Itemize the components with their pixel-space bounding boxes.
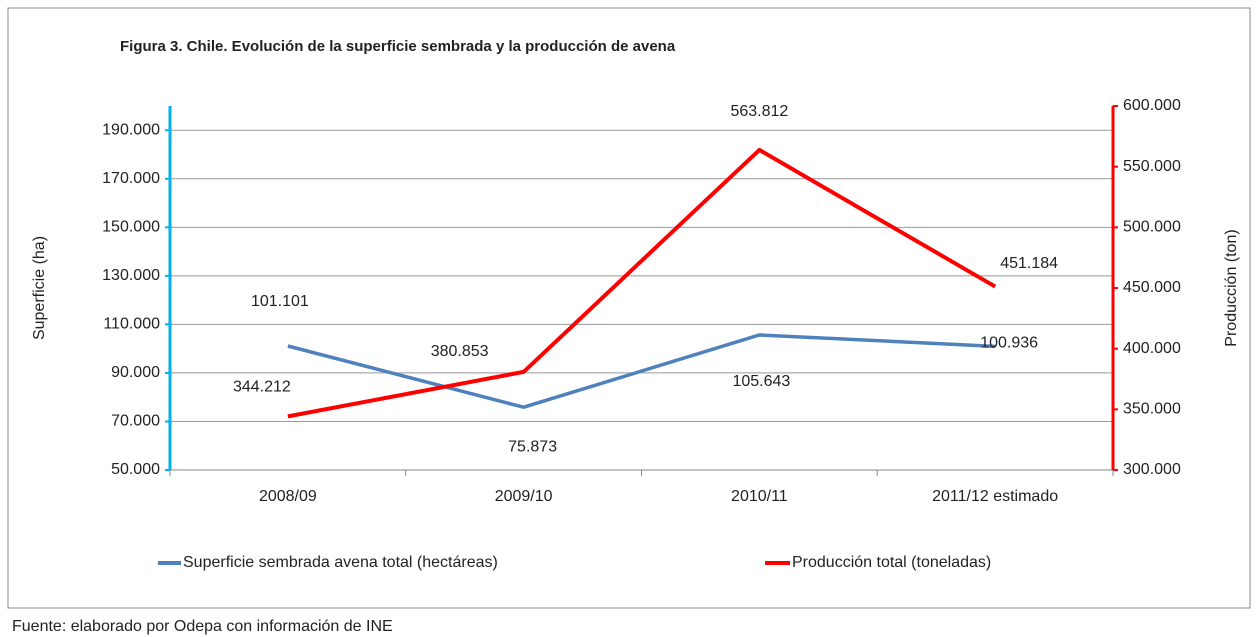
y-tick-label: 170.000 xyxy=(102,170,160,187)
y-axis-label: Superficie (ha) xyxy=(31,236,48,340)
data-label: 380.853 xyxy=(431,343,489,360)
series-line xyxy=(287,333,996,409)
legend-label: Producción total (toneladas) xyxy=(792,554,991,571)
y2-tick-label: 600.000 xyxy=(1123,97,1181,114)
x-tick-label: 2011/12 estimado xyxy=(932,488,1058,505)
y-tick-label: 190.000 xyxy=(102,121,160,138)
y2-tick-label: 400.000 xyxy=(1123,340,1181,357)
source-note: Fuente: elaborado por Odepa con informac… xyxy=(12,618,393,635)
series-line xyxy=(287,147,997,419)
y2-tick-label: 500.000 xyxy=(1123,219,1181,236)
y2-tick-label: 550.000 xyxy=(1123,158,1181,175)
data-label: 100.936 xyxy=(980,335,1038,352)
data-label: 344.212 xyxy=(233,379,291,396)
y-tick-label: 110.000 xyxy=(103,316,160,333)
y-tick-label: 90.000 xyxy=(111,364,160,381)
chart-frame xyxy=(7,7,1251,609)
data-label: 451.184 xyxy=(1000,255,1058,272)
y2-tick-label: 300.000 xyxy=(1123,461,1181,478)
x-tick-label: 2009/10 xyxy=(495,488,553,505)
y-tick-label: 130.000 xyxy=(102,267,160,284)
data-label: 75.873 xyxy=(508,438,557,455)
y-tick-label: 150.000 xyxy=(102,219,160,236)
legend-label: Superficie sembrada avena total (hectáre… xyxy=(183,554,498,571)
y2-tick-label: 350.000 xyxy=(1123,401,1181,418)
y2-axis-label: Producción (ton) xyxy=(1223,229,1240,346)
data-label: 563.812 xyxy=(730,103,788,120)
data-label: 101.101 xyxy=(251,293,309,310)
y-tick-label: 50.000 xyxy=(111,461,160,478)
chart-title: Figura 3. Chile. Evolución de la superfi… xyxy=(120,38,676,55)
x-tick-label: 2010/11 xyxy=(731,488,788,505)
data-label: 105.643 xyxy=(732,373,790,390)
y-tick-label: 70.000 xyxy=(111,413,160,430)
y2-tick-label: 450.000 xyxy=(1123,279,1181,296)
x-tick-label: 2008/09 xyxy=(259,488,317,505)
